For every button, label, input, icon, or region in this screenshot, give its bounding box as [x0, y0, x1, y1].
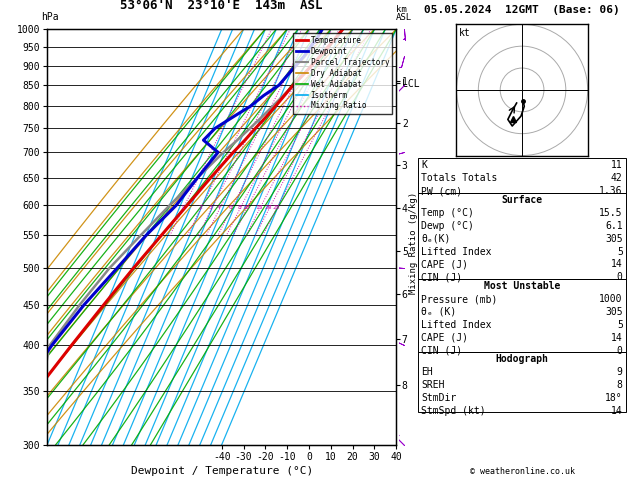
Text: Lifted Index: Lifted Index [421, 320, 492, 330]
Text: 5: 5 [617, 246, 623, 257]
Text: 14: 14 [611, 332, 623, 343]
Text: Totals Totals: Totals Totals [421, 173, 498, 183]
Text: Hodograph: Hodograph [496, 354, 548, 364]
Text: km
ASL: km ASL [396, 4, 413, 22]
Text: EH: EH [421, 367, 433, 377]
Text: CAPE (J): CAPE (J) [421, 260, 469, 269]
Text: PW (cm): PW (cm) [421, 186, 462, 196]
Text: 1: 1 [181, 205, 184, 210]
Text: 8: 8 [617, 380, 623, 390]
Text: CIN (J): CIN (J) [421, 272, 462, 282]
Text: 1.36: 1.36 [599, 186, 623, 196]
Text: 305: 305 [605, 234, 623, 243]
Text: StmDir: StmDir [421, 393, 457, 403]
Legend: Temperature, Dewpoint, Parcel Trajectory, Dry Adiabat, Wet Adiabat, Isotherm, Mi: Temperature, Dewpoint, Parcel Trajectory… [293, 33, 392, 114]
Text: 6: 6 [229, 205, 233, 210]
Text: Mixing Ratio (g/kg): Mixing Ratio (g/kg) [409, 192, 418, 294]
Text: CAPE (J): CAPE (J) [421, 332, 469, 343]
X-axis label: Dewpoint / Temperature (°C): Dewpoint / Temperature (°C) [131, 466, 313, 476]
Text: SREH: SREH [421, 380, 445, 390]
Text: 05.05.2024  12GMT  (Base: 06): 05.05.2024 12GMT (Base: 06) [424, 5, 620, 15]
Text: 4: 4 [217, 205, 221, 210]
Text: 42: 42 [611, 173, 623, 183]
Text: CIN (J): CIN (J) [421, 346, 462, 356]
Text: 305: 305 [605, 307, 623, 317]
Text: θₑ(K): θₑ(K) [421, 234, 451, 243]
Text: 20: 20 [265, 205, 272, 210]
Text: θₑ (K): θₑ (K) [421, 307, 457, 317]
Text: K: K [421, 160, 427, 171]
Text: 15.5: 15.5 [599, 208, 623, 218]
Text: 53°06'N  23°10'E  143m  ASL: 53°06'N 23°10'E 143m ASL [121, 0, 323, 12]
Text: Most Unstable: Most Unstable [484, 281, 560, 291]
Text: 14: 14 [611, 406, 623, 416]
Text: 0: 0 [617, 346, 623, 356]
Text: 9: 9 [617, 367, 623, 377]
Text: 0: 0 [617, 272, 623, 282]
Text: 25: 25 [272, 205, 280, 210]
Text: © weatheronline.co.uk: © weatheronline.co.uk [470, 467, 574, 476]
Text: 5: 5 [617, 320, 623, 330]
Text: hPa: hPa [41, 12, 58, 22]
Text: 3: 3 [209, 205, 213, 210]
Text: 18°: 18° [605, 393, 623, 403]
Text: Dewp (°C): Dewp (°C) [421, 221, 474, 231]
Text: 14: 14 [611, 260, 623, 269]
Text: StmSpd (kt): StmSpd (kt) [421, 406, 486, 416]
Text: Lifted Index: Lifted Index [421, 246, 492, 257]
Text: Surface: Surface [501, 195, 543, 205]
Text: 8: 8 [237, 205, 241, 210]
Text: 1000: 1000 [599, 294, 623, 304]
Text: Temp (°C): Temp (°C) [421, 208, 474, 218]
Text: 2: 2 [198, 205, 202, 210]
Text: 10: 10 [242, 205, 250, 210]
Text: 6.1: 6.1 [605, 221, 623, 231]
Text: 15: 15 [255, 205, 263, 210]
Text: kt: kt [459, 28, 471, 38]
Text: Pressure (mb): Pressure (mb) [421, 294, 498, 304]
Text: 11: 11 [611, 160, 623, 171]
